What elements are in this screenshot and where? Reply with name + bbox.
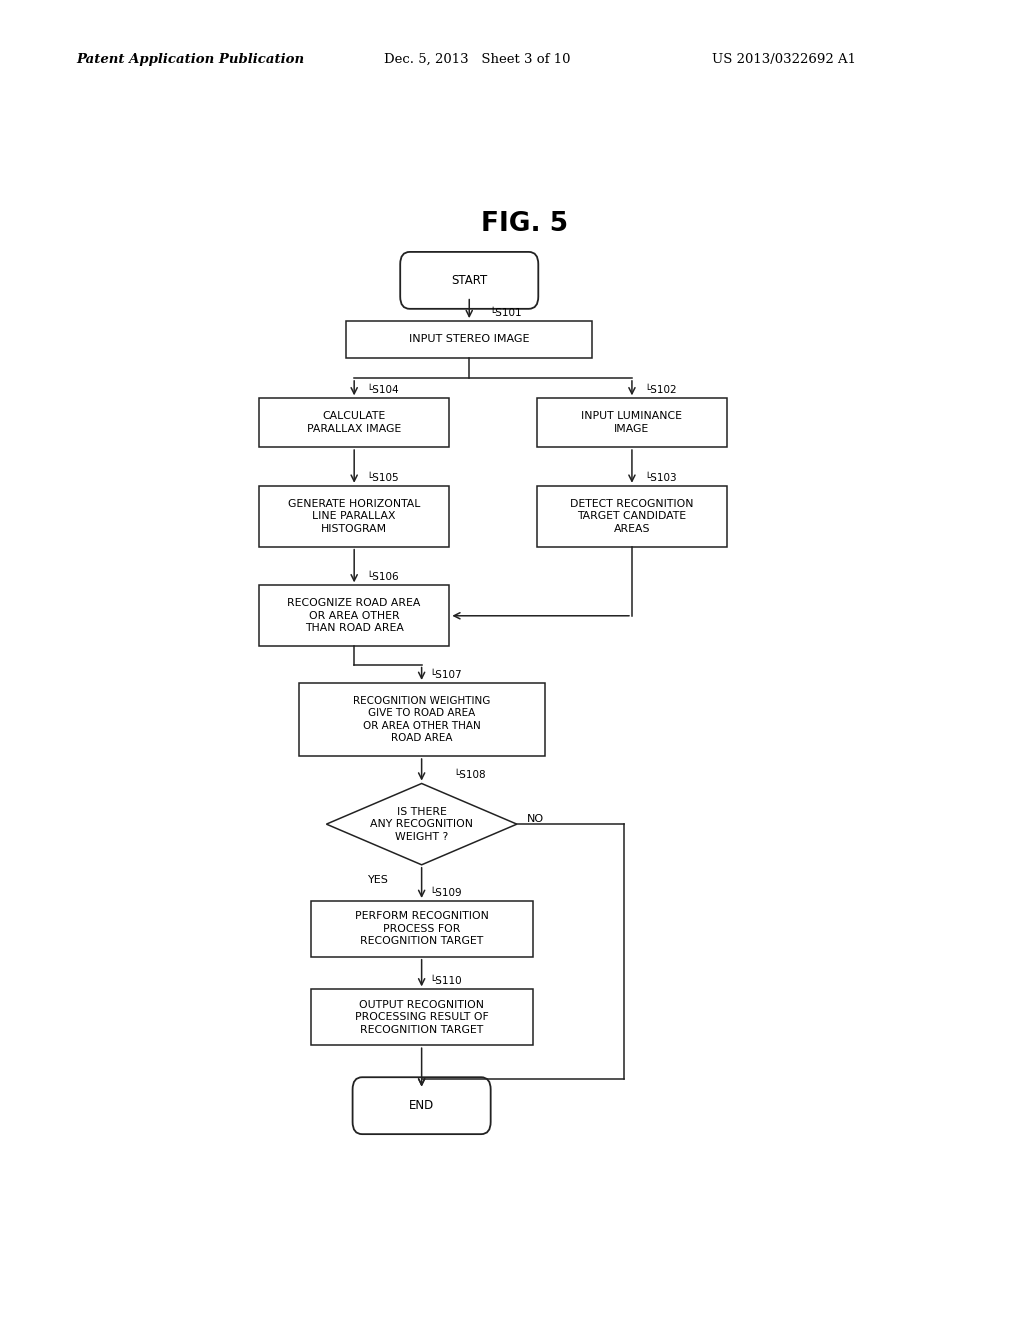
FancyBboxPatch shape: [537, 399, 727, 447]
Text: PERFORM RECOGNITION
PROCESS FOR
RECOGNITION TARGET: PERFORM RECOGNITION PROCESS FOR RECOGNIT…: [354, 911, 488, 946]
FancyBboxPatch shape: [537, 486, 727, 546]
Text: CALCULATE
PARALLAX IMAGE: CALCULATE PARALLAX IMAGE: [307, 412, 401, 434]
Text: └S106: └S106: [367, 573, 398, 582]
Text: NO: NO: [526, 814, 544, 824]
Text: DETECT RECOGNITION
TARGET CANDIDATE
AREAS: DETECT RECOGNITION TARGET CANDIDATE AREA…: [570, 499, 693, 533]
Text: OUTPUT RECOGNITION
PROCESSING RESULT OF
RECOGNITION TARGET: OUTPUT RECOGNITION PROCESSING RESULT OF …: [354, 999, 488, 1035]
FancyBboxPatch shape: [400, 252, 539, 309]
FancyBboxPatch shape: [346, 321, 592, 358]
FancyBboxPatch shape: [352, 1077, 490, 1134]
FancyBboxPatch shape: [310, 989, 532, 1045]
Text: └S108: └S108: [454, 771, 486, 780]
Text: YES: YES: [368, 875, 388, 884]
Text: END: END: [409, 1100, 434, 1113]
Text: └S103: └S103: [644, 473, 677, 483]
FancyBboxPatch shape: [310, 900, 532, 957]
Text: RECOGNITION WEIGHTING
GIVE TO ROAD AREA
OR AREA OTHER THAN
ROAD AREA: RECOGNITION WEIGHTING GIVE TO ROAD AREA …: [353, 696, 490, 743]
Polygon shape: [327, 784, 517, 865]
Text: RECOGNIZE ROAD AREA
OR AREA OTHER
THAN ROAD AREA: RECOGNIZE ROAD AREA OR AREA OTHER THAN R…: [288, 598, 421, 634]
Text: US 2013/0322692 A1: US 2013/0322692 A1: [712, 53, 856, 66]
Text: └S102: └S102: [644, 385, 677, 395]
Text: INPUT STEREO IMAGE: INPUT STEREO IMAGE: [409, 334, 529, 345]
Text: Patent Application Publication: Patent Application Publication: [77, 53, 305, 66]
Text: └S104: └S104: [367, 385, 398, 395]
Text: └S101: └S101: [489, 308, 521, 318]
Text: FIG. 5: FIG. 5: [481, 211, 568, 238]
Text: └S110: └S110: [430, 977, 462, 986]
FancyBboxPatch shape: [259, 399, 450, 447]
FancyBboxPatch shape: [259, 486, 450, 546]
Text: └S105: └S105: [367, 473, 398, 483]
Text: GENERATE HORIZONTAL
LINE PARALLAX
HISTOGRAM: GENERATE HORIZONTAL LINE PARALLAX HISTOG…: [288, 499, 421, 533]
Text: IS THERE
ANY RECOGNITION
WEIGHT ?: IS THERE ANY RECOGNITION WEIGHT ?: [370, 807, 473, 842]
FancyBboxPatch shape: [299, 682, 545, 756]
Text: INPUT LUMINANCE
IMAGE: INPUT LUMINANCE IMAGE: [582, 412, 682, 434]
Text: └S109: └S109: [430, 888, 462, 898]
Text: └S107: └S107: [430, 669, 462, 680]
Text: Dec. 5, 2013   Sheet 3 of 10: Dec. 5, 2013 Sheet 3 of 10: [384, 53, 570, 66]
Text: START: START: [452, 273, 487, 286]
FancyBboxPatch shape: [259, 585, 450, 647]
